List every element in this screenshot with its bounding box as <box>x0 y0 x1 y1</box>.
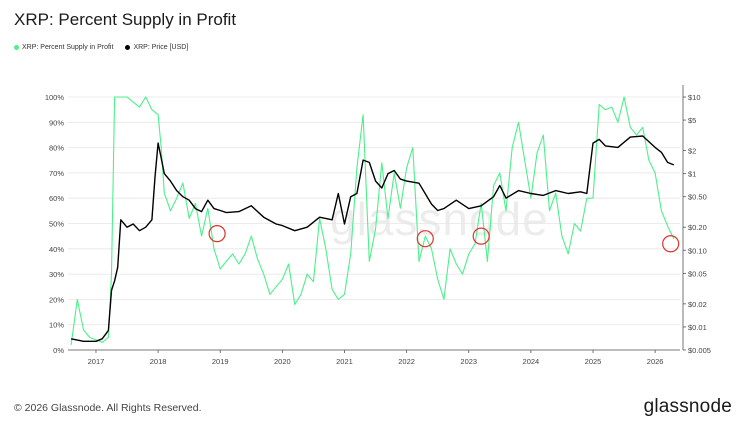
legend-label-price: XRP: Price [USD] <box>133 44 189 51</box>
brand-logo: glassnode <box>643 396 732 417</box>
y-right-tick-label: $0.05 <box>688 269 707 278</box>
y-right-tick-label: $0.50 <box>688 193 707 202</box>
legend-item-supply[interactable]: XRP: Percent Supply in Profit <box>14 44 113 51</box>
y-left-tick-label: 0% <box>53 346 64 355</box>
y-left-tick-label: 30% <box>49 270 64 279</box>
y-right-tick-label: $10 <box>688 93 701 102</box>
y-left-tick-label: 20% <box>49 295 64 304</box>
annotation-circle <box>416 230 434 248</box>
x-tick-label: 2021 <box>336 357 353 366</box>
y-left-tick-label: 100% <box>45 93 65 102</box>
x-tick-label: 2023 <box>460 357 477 366</box>
chart-title: XRP: Percent Supply in Profit <box>14 10 237 29</box>
y-right-tick-label: $0.005 <box>688 346 711 355</box>
x-tick-label: 2018 <box>150 357 167 366</box>
legend-swatch-supply <box>14 45 19 50</box>
series-line-supply-in-profit <box>70 96 675 345</box>
y-right-tick-label: $0.10 <box>688 246 707 255</box>
y-left-tick-label: 40% <box>49 245 64 254</box>
x-tick-label: 2024 <box>523 357 540 366</box>
x-tick-label: 2020 <box>274 357 291 366</box>
y-left-tick-label: 10% <box>49 321 64 330</box>
x-tick-label: 2019 <box>212 357 229 366</box>
y-right-tick-label: $2 <box>688 147 696 156</box>
y-right-tick-label: $0.20 <box>688 223 707 232</box>
y-left-tick-label: 60% <box>49 194 64 203</box>
legend-item-price[interactable]: XRP: Price [USD] <box>125 44 188 51</box>
x-tick-label: 2026 <box>647 357 664 366</box>
annotation-circle <box>208 225 226 243</box>
series-line-price <box>70 135 675 342</box>
annotation-circle <box>662 235 680 253</box>
y-right-tick-label: $0.02 <box>688 300 707 309</box>
y-right-tick-label: $5 <box>688 116 696 125</box>
x-tick-label: 2022 <box>398 357 415 366</box>
x-tick-label: 2025 <box>585 357 602 366</box>
legend-swatch-price <box>125 45 131 50</box>
x-tick-label: 2017 <box>88 357 105 366</box>
y-right-tick-label: $0.01 <box>688 323 707 332</box>
y-right-tick-label: $1 <box>688 170 696 179</box>
y-left-tick-label: 70% <box>49 169 64 178</box>
y-left-tick-label: 90% <box>49 118 64 127</box>
legend-label-supply: XRP: Percent Supply in Profit <box>22 44 114 51</box>
copyright-text: © 2026 Glassnode. All Rights Reserved. <box>14 402 202 414</box>
legend: XRP: Percent Supply in Profit XRP: Price… <box>14 44 188 51</box>
y-left-tick-label: 50% <box>49 220 64 229</box>
annotation-circle <box>472 227 490 245</box>
y-left-tick-label: 80% <box>49 144 64 153</box>
